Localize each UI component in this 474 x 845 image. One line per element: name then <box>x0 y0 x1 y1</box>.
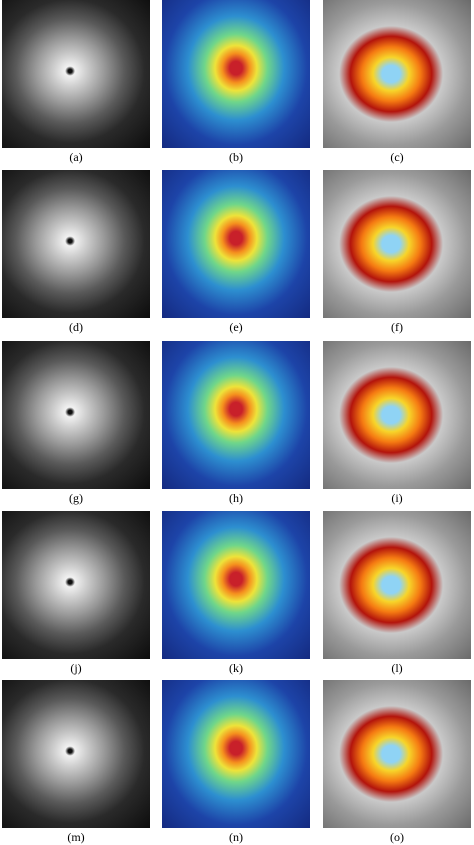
panel-caption: (f) <box>391 320 403 334</box>
panel-caption: (k) <box>229 661 243 675</box>
enhanced-image <box>323 680 471 828</box>
satellite-image <box>2 170 150 318</box>
panel-caption: (i) <box>391 491 403 505</box>
satellite-image <box>2 341 150 489</box>
panel-caption: (l) <box>391 661 403 675</box>
enhanced-image <box>323 341 471 489</box>
panel-caption: (a) <box>69 150 83 164</box>
heatmap-image <box>162 680 310 828</box>
panel-caption: (b) <box>229 150 243 164</box>
heatmap-image <box>162 511 310 659</box>
enhanced-image <box>323 0 471 148</box>
panel-caption: (c) <box>390 150 404 164</box>
panel-caption: (d) <box>69 320 83 334</box>
enhanced-image <box>323 511 471 659</box>
enhanced-image <box>323 170 471 318</box>
panel-caption: (e) <box>229 320 243 334</box>
heatmap-image <box>162 0 310 148</box>
panel-caption: (j) <box>70 661 82 675</box>
heatmap-image <box>162 341 310 489</box>
satellite-image <box>2 0 150 148</box>
panel-caption: (o) <box>390 830 404 844</box>
heatmap-image <box>162 170 310 318</box>
panel-caption: (h) <box>229 491 243 505</box>
panel-caption: (g) <box>69 491 83 505</box>
satellite-image <box>2 680 150 828</box>
panel-caption: (n) <box>229 830 243 844</box>
satellite-image <box>2 511 150 659</box>
panel-caption: (m) <box>67 830 85 844</box>
